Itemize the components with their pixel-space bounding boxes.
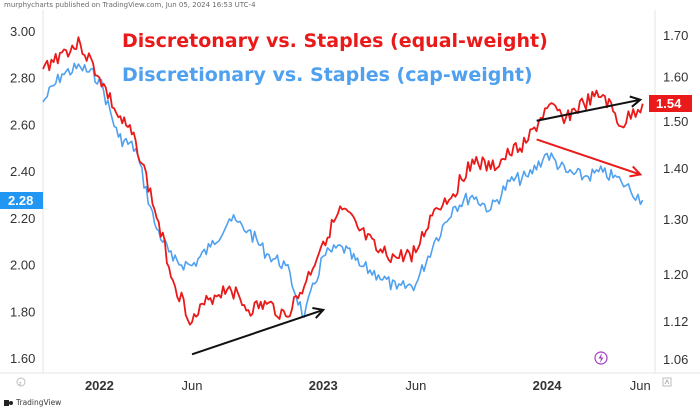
annotation-layer	[191, 95, 643, 356]
left-value-badge-bg	[0, 192, 43, 209]
trend-arrow-head	[312, 307, 326, 319]
x-axis: 2022 Jun 2023 Jun 2024 Jun	[85, 378, 651, 393]
right-value-badge-bg	[649, 95, 692, 112]
right-tick-label: 1.60	[663, 70, 688, 85]
chart-subtitle: Discretionary vs. Staples (cap-weight)	[122, 64, 533, 86]
left-tick-label: 3.00	[10, 24, 35, 39]
scale-toggle-right-icon[interactable]	[662, 377, 672, 387]
right-tick-label: 1.40	[663, 161, 688, 176]
right-tick-label: 1.20	[663, 267, 688, 282]
left-tick-label: 2.40	[10, 164, 35, 179]
tradingview-logo[interactable]: TradingView	[4, 398, 61, 407]
left-tick-label: 2.80	[10, 71, 35, 86]
tradingview-logo-text: TradingView	[16, 398, 62, 407]
trend-arrow-line	[191, 309, 324, 356]
cap-weight-series-line	[42, 62, 644, 318]
x-tick-label: 2023	[309, 378, 338, 393]
left-value-badge: 2.28	[0, 192, 43, 209]
svg-text:z: z	[19, 381, 22, 387]
right-y-axis: 1.70 1.60 1.50 1.40 1.30 1.20 1.12 1.06	[663, 28, 688, 367]
right-tick-label: 1.12	[663, 314, 688, 329]
right-tick-label: 1.06	[663, 352, 688, 367]
right-tick-label: 1.30	[663, 212, 688, 227]
left-tick-label: 2.00	[10, 258, 35, 273]
x-tick-label: 2024	[533, 378, 563, 393]
left-tick-label: 1.60	[10, 351, 35, 366]
lightning-icon[interactable]	[594, 351, 608, 365]
tradingview-logo-icon	[4, 399, 13, 406]
left-value-badge-text: 2.28	[8, 193, 33, 208]
equal-weight-series-line	[42, 36, 644, 326]
right-tick-label: 1.50	[663, 114, 688, 129]
x-tick-label: Jun	[182, 378, 203, 393]
x-tick-label: 2022	[85, 378, 114, 393]
chart-title: Discretonary vs. Staples (equal-weight)	[122, 30, 548, 52]
left-tick-label: 2.60	[10, 117, 35, 132]
trend-arrow-head	[629, 165, 643, 178]
left-tick-label: 1.80	[10, 304, 35, 319]
right-value-badge: 1.54	[649, 95, 692, 112]
trend-arrow-line	[536, 138, 641, 176]
x-tick-label: Jun	[630, 378, 651, 393]
left-y-axis: 3.00 2.80 2.60 2.40 2.20 2.00 1.80 1.60	[10, 24, 35, 366]
x-tick-label: Jun	[405, 378, 426, 393]
publisher-header: murphycharts published on TradingView.co…	[4, 1, 256, 9]
trend-arrow-line	[536, 98, 641, 122]
left-tick-label: 2.20	[10, 211, 35, 226]
right-tick-label: 1.70	[663, 28, 688, 43]
right-value-badge-text: 1.54	[656, 96, 682, 111]
trend-arrow-head	[629, 95, 643, 108]
plot-area	[43, 10, 655, 373]
series-layer	[42, 36, 644, 326]
scale-toggle-left-icon[interactable]: z	[16, 377, 26, 387]
